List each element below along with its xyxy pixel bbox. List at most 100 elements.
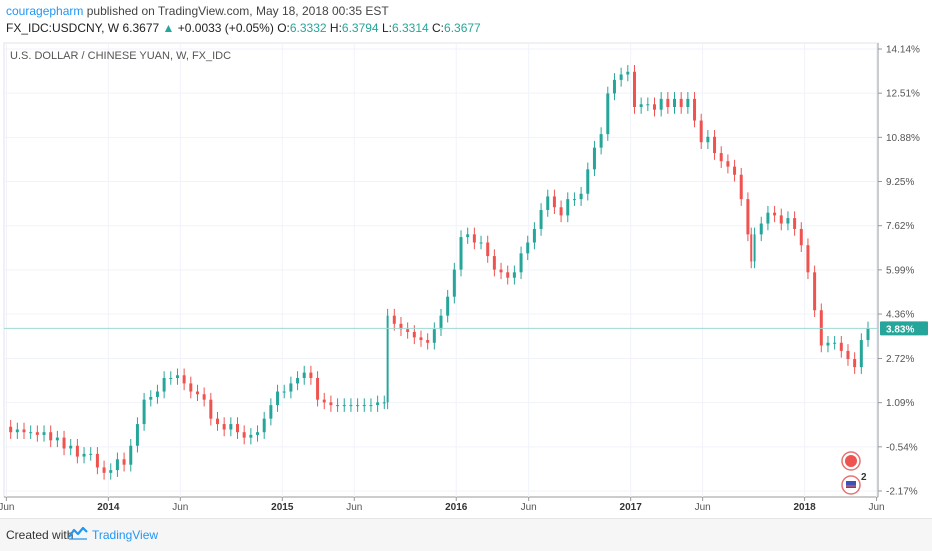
candle-body bbox=[839, 342, 843, 351]
candle-body bbox=[35, 432, 39, 435]
y-tick-label: -2.17% bbox=[886, 487, 918, 498]
candle-body bbox=[739, 174, 743, 200]
candle-body bbox=[49, 432, 53, 441]
candle-body bbox=[479, 242, 483, 244]
candle-body bbox=[249, 434, 253, 438]
candle-body bbox=[296, 377, 300, 384]
y-tick-label: 7.62% bbox=[886, 221, 914, 232]
candle-body bbox=[750, 234, 753, 262]
candle-body bbox=[302, 372, 306, 378]
change-value: +0.0033 (+0.05%) bbox=[177, 21, 274, 35]
last-price-badge bbox=[880, 321, 928, 336]
symbol-label[interactable]: FX_IDC:USDCNY, W bbox=[6, 21, 120, 35]
y-tick-label: 1.09% bbox=[886, 398, 914, 409]
candle-body bbox=[632, 71, 636, 107]
candle-body bbox=[612, 79, 616, 94]
candle-body bbox=[746, 199, 750, 235]
candle-body bbox=[626, 71, 630, 75]
high-label: H: bbox=[329, 21, 342, 35]
chart-header: couragepharm published on TradingView.co… bbox=[0, 0, 932, 38]
candle-body bbox=[412, 331, 416, 338]
candle-body bbox=[532, 228, 536, 243]
candle-body bbox=[446, 296, 450, 316]
candle-body bbox=[95, 453, 99, 468]
candle-body bbox=[135, 424, 139, 446]
low-label: L: bbox=[381, 21, 392, 35]
event-count: 2 bbox=[861, 472, 867, 483]
candle-body bbox=[546, 196, 550, 210]
last-price-label: 3.83% bbox=[886, 324, 914, 335]
candle-body bbox=[833, 342, 837, 344]
candle-body bbox=[169, 377, 173, 379]
created-with-text: Created with bbox=[6, 528, 74, 542]
candle-body bbox=[55, 437, 59, 441]
candle-body bbox=[222, 424, 226, 430]
x-tick-label: Jun bbox=[521, 502, 537, 513]
chart-title: U.S. DOLLAR / CHINESE YUAN, W, FX_IDC bbox=[10, 50, 231, 62]
candle-body bbox=[142, 399, 146, 425]
candle-body bbox=[382, 402, 386, 404]
footer-bar: Created with TradingView bbox=[0, 518, 932, 551]
candle-body bbox=[282, 391, 286, 393]
x-tick-label: Jun bbox=[869, 502, 885, 513]
candle-body bbox=[256, 432, 260, 435]
candle-body bbox=[439, 315, 443, 330]
candle-body bbox=[316, 377, 320, 400]
candle-body bbox=[466, 234, 470, 238]
publish-info: couragepharm published on TradingView.co… bbox=[6, 4, 389, 18]
change-up-icon: ▲ bbox=[162, 21, 175, 35]
y-tick-label: -0.54% bbox=[886, 442, 918, 453]
y-tick-label: 5.99% bbox=[886, 265, 914, 276]
candle-body bbox=[242, 432, 246, 438]
candle-body bbox=[202, 394, 206, 400]
candle-body bbox=[269, 405, 273, 419]
candle-body bbox=[586, 169, 590, 194]
candle-body bbox=[215, 418, 219, 425]
candle-body bbox=[726, 161, 730, 167]
candle-body bbox=[559, 207, 563, 216]
candle-body bbox=[369, 405, 373, 407]
event-flag-dot bbox=[845, 455, 857, 467]
price-chart[interactable]: 14.14% 12.51% 10.88% 9.25% 7.62% 5.99% 4.36% 2.… bbox=[0, 38, 932, 518]
y-tick-label: 4.36% bbox=[886, 310, 914, 321]
candle-body bbox=[666, 98, 670, 107]
x-tick-label: 2017 bbox=[620, 502, 643, 513]
candle-body bbox=[426, 340, 430, 343]
candle-body bbox=[122, 459, 126, 465]
x-tick-label: Jun bbox=[695, 502, 711, 513]
close-label: C: bbox=[432, 21, 445, 35]
candle-body bbox=[406, 329, 410, 332]
y-tick-label: 14.14% bbox=[886, 45, 920, 56]
tradingview-brand[interactable]: TradingView bbox=[92, 528, 159, 542]
candle-body bbox=[499, 269, 503, 273]
candle-body bbox=[9, 426, 13, 433]
candle-body bbox=[459, 237, 463, 270]
ohlc-legend: FX_IDC:USDCNY, W 6.3677 ▲ +0.0033 (+0.05… bbox=[6, 21, 481, 35]
candle-body bbox=[419, 337, 423, 341]
candle-body bbox=[512, 272, 516, 278]
candle-body bbox=[189, 383, 193, 392]
candle-body bbox=[592, 147, 596, 170]
candle-body bbox=[75, 445, 79, 457]
x-tick-label: Jun bbox=[346, 502, 362, 513]
candle-body bbox=[853, 359, 857, 368]
candle-body bbox=[806, 245, 810, 273]
y-tick-label: 12.51% bbox=[886, 89, 920, 100]
candle-body bbox=[699, 120, 703, 143]
candle-body bbox=[813, 272, 817, 311]
candle-body bbox=[102, 467, 106, 473]
candle-body bbox=[229, 424, 233, 430]
tradingview-logo-icon[interactable] bbox=[68, 525, 88, 546]
candle-body bbox=[399, 323, 403, 330]
candle-body bbox=[262, 418, 266, 433]
candle-body bbox=[69, 445, 73, 449]
candle-body bbox=[356, 405, 360, 407]
candle-body bbox=[236, 424, 240, 433]
candle-body bbox=[15, 429, 19, 433]
candle-body bbox=[209, 399, 213, 419]
candle-body bbox=[519, 253, 523, 273]
candle-body bbox=[115, 459, 119, 471]
author-link[interactable]: couragepharm bbox=[6, 4, 84, 18]
candle-body bbox=[819, 310, 823, 346]
candle-body bbox=[289, 383, 293, 392]
